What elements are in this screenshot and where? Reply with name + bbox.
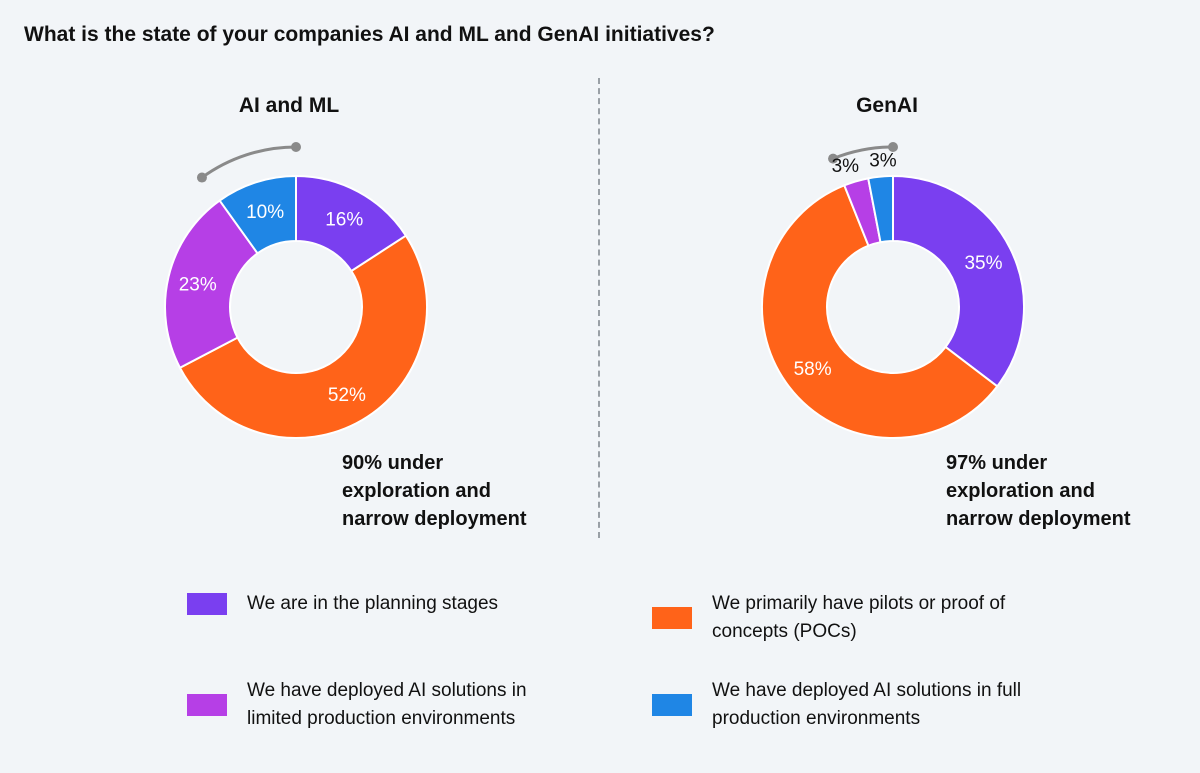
chart-title-genai: GenAI	[856, 94, 918, 117]
callout-line: exploration and	[342, 480, 491, 502]
chart-title-ai-ml: AI and ML	[238, 94, 340, 117]
callout-line: narrow deployment	[946, 508, 1131, 530]
slice-label: 10%	[246, 202, 284, 223]
callout-line: 97% under	[946, 452, 1048, 474]
donut-slice	[867, 174, 894, 244]
bracket-arc	[201, 145, 297, 179]
donut-slice	[218, 174, 297, 255]
donut-slice	[178, 234, 429, 439]
bracket-endpoint	[291, 142, 301, 152]
callout-line: narrow deployment	[342, 508, 527, 530]
slice-label: 52%	[328, 385, 366, 406]
callout-line: 90% under	[342, 452, 444, 474]
slice-label: 58%	[794, 359, 832, 380]
slice-label: 35%	[964, 253, 1002, 274]
callout-genai: 97% under exploration and narrow deploym…	[946, 449, 1130, 533]
bracket-endpoint	[196, 172, 207, 183]
bracket-endpoint	[888, 142, 898, 152]
chart-divider	[598, 78, 600, 538]
callout-line: exploration and	[946, 480, 1095, 502]
slice-label: 16%	[325, 209, 363, 230]
donut-slice	[761, 184, 999, 439]
donut-slice	[892, 174, 1025, 388]
callout-ai-ml: 90% under exploration and narrow deploym…	[342, 449, 526, 533]
page-title: What is the state of your companies AI a…	[24, 23, 715, 46]
slice-label: 3%	[832, 156, 860, 177]
donut-slice	[164, 199, 259, 370]
slice-label: 3%	[869, 151, 897, 172]
slice-label: 23%	[179, 275, 217, 296]
bracket-endpoint	[828, 153, 839, 164]
